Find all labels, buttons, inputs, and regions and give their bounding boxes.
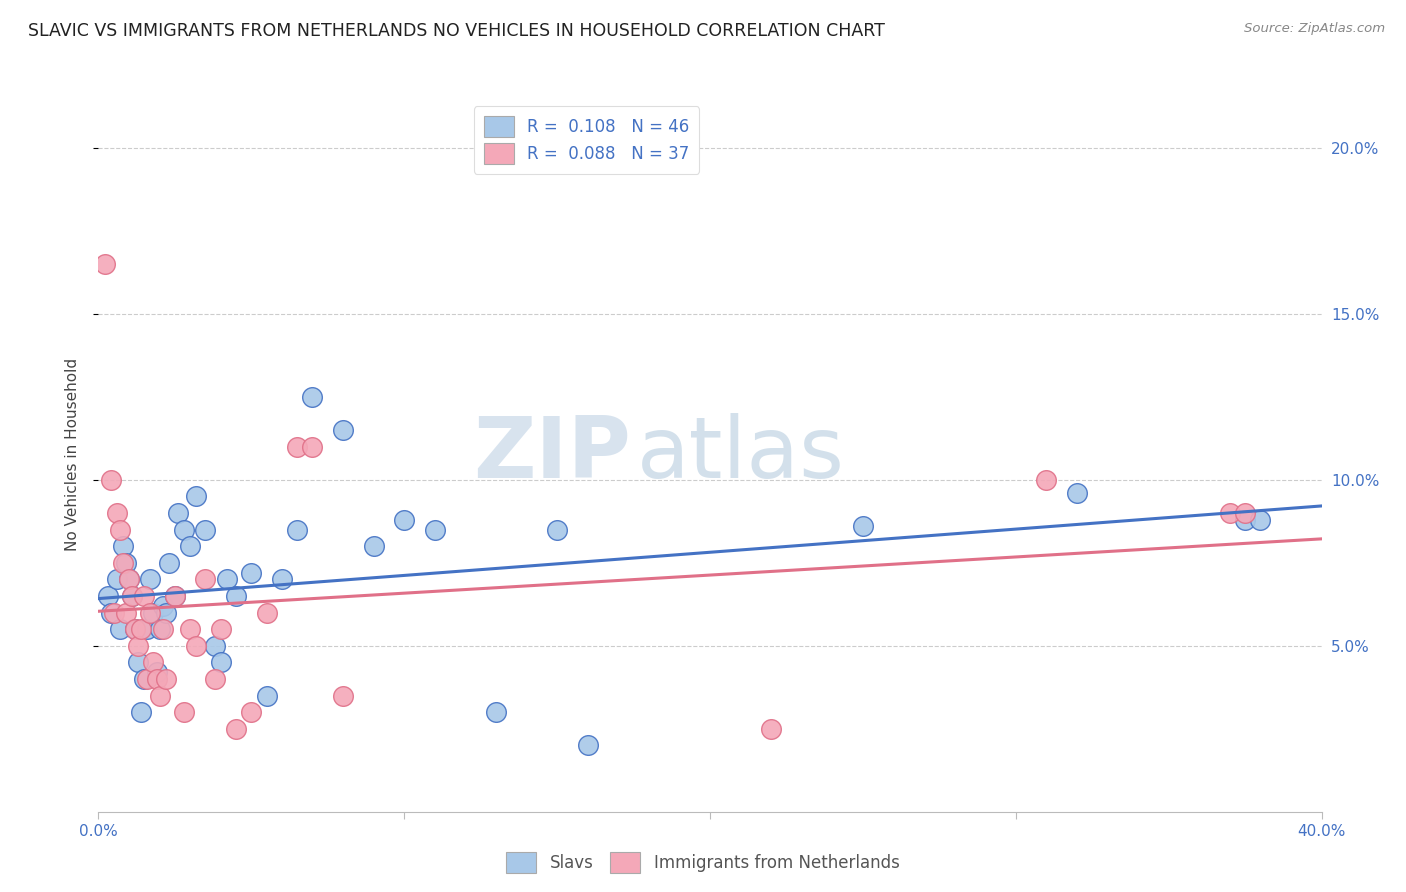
Point bbox=[100, 606, 122, 620]
Point bbox=[186, 490, 208, 504]
Point bbox=[256, 606, 278, 620]
Point bbox=[423, 523, 446, 537]
Point bbox=[285, 440, 308, 454]
Point bbox=[100, 473, 122, 487]
Point bbox=[118, 573, 141, 587]
Point bbox=[108, 622, 131, 636]
Point bbox=[173, 705, 195, 719]
Point bbox=[179, 539, 201, 553]
Point bbox=[93, 257, 115, 271]
Point bbox=[186, 639, 208, 653]
Text: SLAVIC VS IMMIGRANTS FROM NETHERLANDS NO VEHICLES IN HOUSEHOLD CORRELATION CHART: SLAVIC VS IMMIGRANTS FROM NETHERLANDS NO… bbox=[28, 22, 884, 40]
Point bbox=[152, 622, 174, 636]
Point bbox=[240, 705, 263, 719]
Point bbox=[111, 556, 134, 570]
Point bbox=[149, 689, 172, 703]
Point bbox=[1249, 513, 1271, 527]
Point bbox=[240, 566, 263, 580]
Point bbox=[332, 423, 354, 437]
Point bbox=[103, 606, 125, 620]
Point bbox=[1219, 506, 1241, 520]
Point bbox=[152, 599, 174, 613]
Point bbox=[121, 589, 143, 603]
Point bbox=[163, 589, 186, 603]
Point bbox=[118, 573, 141, 587]
Point bbox=[115, 556, 138, 570]
Point bbox=[332, 689, 354, 703]
Point bbox=[134, 589, 156, 603]
Point bbox=[179, 622, 201, 636]
Point bbox=[111, 539, 134, 553]
Point bbox=[1234, 506, 1257, 520]
Point bbox=[121, 589, 143, 603]
Point bbox=[139, 606, 162, 620]
Point bbox=[285, 523, 308, 537]
Point bbox=[134, 672, 156, 686]
Point bbox=[124, 622, 146, 636]
Point bbox=[173, 523, 195, 537]
Point bbox=[155, 672, 177, 686]
Text: Source: ZipAtlas.com: Source: ZipAtlas.com bbox=[1244, 22, 1385, 36]
Point bbox=[136, 622, 159, 636]
Point bbox=[225, 589, 247, 603]
Point bbox=[105, 573, 128, 587]
Point bbox=[127, 656, 149, 670]
Point bbox=[215, 573, 238, 587]
Point bbox=[124, 622, 146, 636]
Point bbox=[270, 573, 292, 587]
Point bbox=[204, 672, 226, 686]
Point bbox=[129, 622, 152, 636]
Point bbox=[115, 606, 138, 620]
Point bbox=[129, 705, 152, 719]
Point bbox=[108, 523, 131, 537]
Point bbox=[546, 523, 568, 537]
Point bbox=[145, 672, 167, 686]
Point bbox=[301, 390, 323, 404]
Point bbox=[105, 506, 128, 520]
Point bbox=[136, 672, 159, 686]
Point bbox=[209, 656, 232, 670]
Point bbox=[392, 513, 416, 527]
Point bbox=[127, 639, 149, 653]
Point bbox=[194, 523, 217, 537]
Point bbox=[97, 589, 120, 603]
Point bbox=[163, 589, 186, 603]
Point bbox=[363, 539, 385, 553]
Point bbox=[301, 440, 323, 454]
Point bbox=[852, 519, 875, 533]
Point bbox=[142, 606, 165, 620]
Point bbox=[256, 689, 278, 703]
Point bbox=[155, 606, 177, 620]
Text: atlas: atlas bbox=[637, 413, 845, 497]
Point bbox=[167, 506, 190, 520]
Point bbox=[142, 656, 165, 670]
Point bbox=[194, 573, 217, 587]
Point bbox=[145, 665, 167, 680]
Point bbox=[204, 639, 226, 653]
Point bbox=[485, 705, 508, 719]
Point bbox=[209, 622, 232, 636]
Point bbox=[225, 722, 247, 736]
Legend: Slavs, Immigrants from Netherlands: Slavs, Immigrants from Netherlands bbox=[499, 846, 907, 880]
Text: ZIP: ZIP bbox=[472, 413, 630, 497]
Point bbox=[1035, 473, 1057, 487]
Point bbox=[157, 556, 180, 570]
Point bbox=[139, 573, 162, 587]
Point bbox=[759, 722, 782, 736]
Point bbox=[576, 739, 599, 753]
Legend: R =  0.108   N = 46, R =  0.088   N = 37: R = 0.108 N = 46, R = 0.088 N = 37 bbox=[474, 106, 699, 174]
Point bbox=[149, 622, 172, 636]
Point bbox=[1234, 513, 1257, 527]
Y-axis label: No Vehicles in Household: No Vehicles in Household bbox=[65, 359, 80, 551]
Point bbox=[1066, 486, 1088, 500]
